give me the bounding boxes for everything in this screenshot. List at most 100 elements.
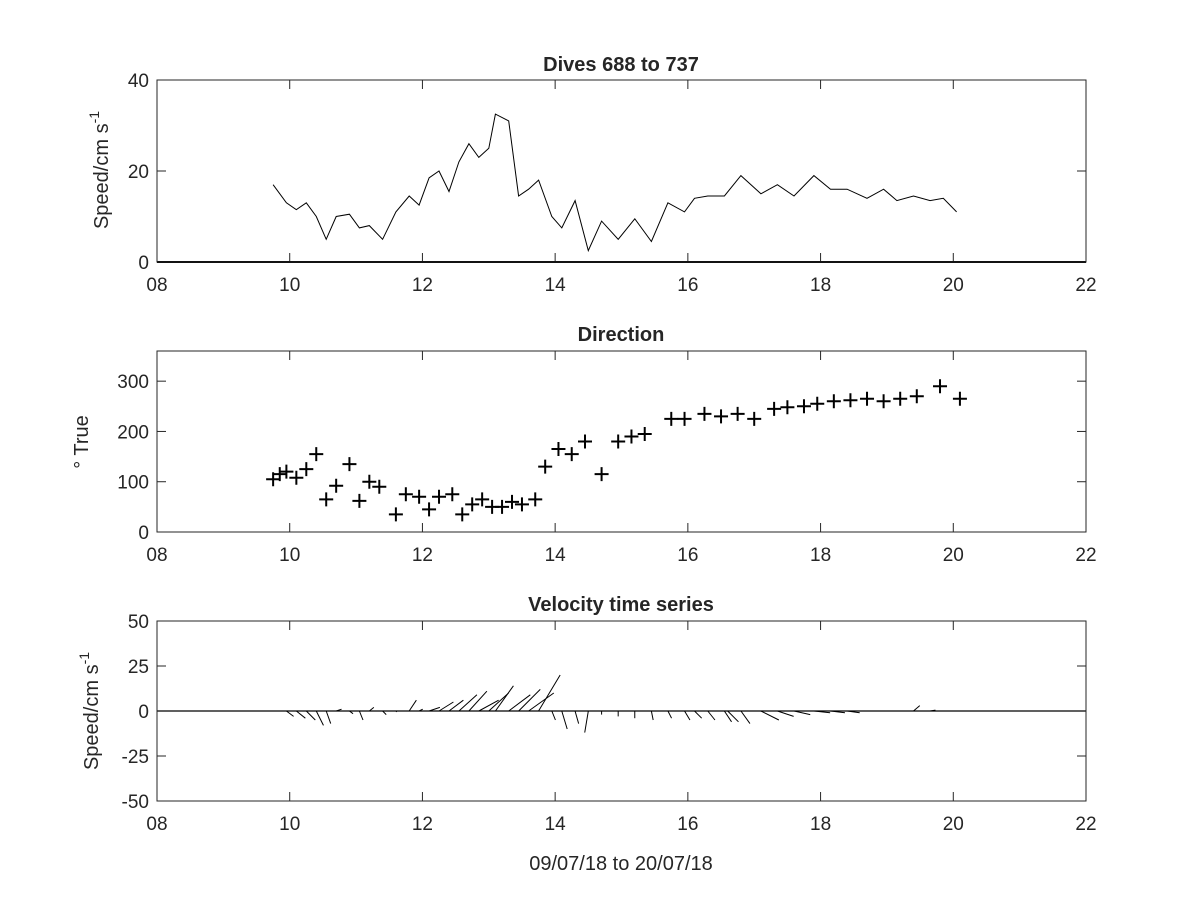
speed-panel-ytick-label: 20 — [128, 162, 149, 183]
direction-panel-xtick-label: 10 — [279, 545, 300, 566]
direction-panel-point — [578, 434, 593, 449]
direction-panel-point — [594, 467, 609, 482]
speed-panel-ticks: 08 10 12 14 16 18 20 22 0 20 40 — [128, 71, 1097, 296]
direction-panel-point — [664, 411, 679, 426]
velocity-panel-ytick-label: -50 — [122, 792, 149, 813]
velocity-panel-vector — [336, 708, 342, 712]
direction-panel-point — [362, 474, 377, 489]
velocity-panel-vector — [349, 710, 354, 715]
speed-panel-ylabel-main: Speed/cm s — [91, 123, 113, 229]
direction-panel-point — [319, 492, 334, 507]
velocity-panel-vector — [468, 690, 488, 712]
direction-panel-point — [780, 400, 795, 415]
velocity-panel-xtick-label: 10 — [279, 814, 300, 835]
velocity-panel-vector — [395, 710, 398, 713]
velocity-panel-vector — [574, 710, 580, 724]
direction-panel-point — [329, 478, 344, 493]
speed-panel-xtick-label: 08 — [146, 275, 167, 296]
speed-panel-ytick-label: 0 — [138, 253, 149, 274]
velocity-panel-vector — [777, 710, 794, 717]
velocity-panel-marks — [157, 674, 1086, 733]
direction-panel-point — [279, 464, 294, 479]
direction-panel-ytick-label: 300 — [117, 372, 149, 393]
velocity-panel-frame — [156, 620, 1087, 802]
velocity-panel-vector — [847, 710, 860, 714]
velocity-panel-vector — [286, 710, 294, 717]
speed-panel-frame — [156, 79, 1087, 263]
velocity-panel-vector — [408, 699, 417, 712]
velocity-panel-ylabel-sup: -1 — [76, 652, 92, 665]
speed-panel-ylabel-sup: -1 — [86, 111, 102, 124]
direction-panel-point — [876, 394, 891, 409]
velocity-panel-xtick-label: 08 — [146, 814, 167, 835]
direction-panel-point — [611, 434, 626, 449]
direction-panel-point — [388, 507, 403, 522]
velocity-panel-ytick-label: 25 — [128, 657, 149, 678]
direction-panel-point — [677, 411, 692, 426]
direction-panel-marks — [266, 379, 967, 522]
direction-panel-point — [412, 489, 427, 504]
direction-panel-ytick-label: 0 — [138, 523, 149, 544]
velocity-panel-vector — [358, 710, 364, 721]
velocity-panel-vector — [561, 710, 568, 730]
velocity-panel-xtick-label: 22 — [1075, 814, 1096, 835]
speed-panel: Dives 688 to 737 Speed/cm s-1 08 10 12 14 16… — [86, 54, 1097, 296]
velocity-panel-vector — [382, 710, 387, 715]
direction-panel-point — [810, 396, 825, 411]
speed-panel-ylabel: Speed/cm s-1 — [86, 111, 113, 229]
direction-panel: Direction ° True 08 10 12 14 16 18 20 22 0 100 200… — [71, 324, 1097, 566]
velocity-panel-xtick-label: 20 — [943, 814, 964, 835]
velocity-panel-xlabel: 09/07/18 to 20/07/18 — [529, 853, 713, 875]
velocity-panel-xtick-label: 16 — [677, 814, 698, 835]
velocity-panel-vector — [305, 710, 316, 721]
direction-panel-point — [289, 470, 304, 485]
direction-panel-ticks: 08 10 12 14 16 18 20 22 0 100 200 300 — [117, 351, 1097, 566]
velocity-panel-vector — [495, 685, 514, 712]
direction-panel-point — [342, 457, 357, 472]
velocity-panel-ylabel: Speed/cm s-1 — [76, 652, 103, 770]
direction-panel-xtick-label: 16 — [677, 545, 698, 566]
speed-panel-xtick-label: 22 — [1075, 275, 1096, 296]
velocity-panel-ytick-label: 0 — [138, 702, 149, 723]
velocity-panel-vector — [929, 709, 936, 712]
direction-panel-point — [299, 462, 314, 477]
velocity-panel: Velocity time series Speed/cm s-1 09/07/… — [76, 594, 1097, 875]
direction-panel-point — [637, 426, 652, 441]
direction-panel-point — [352, 493, 367, 508]
speed-panel-xtick-label: 18 — [810, 275, 831, 296]
direction-panel-point — [730, 406, 745, 421]
direction-panel-point — [372, 479, 387, 494]
speed-panel-xtick-label: 12 — [412, 275, 433, 296]
velocity-panel-vector — [813, 710, 831, 714]
direction-panel-point — [893, 391, 908, 406]
velocity-panel-vector — [538, 674, 561, 712]
velocity-panel-vector — [830, 710, 845, 714]
direction-panel-ylabel: ° True — [71, 415, 93, 469]
velocity-panel-vector — [913, 705, 921, 712]
velocity-panel-vector — [760, 710, 780, 721]
velocity-panel-vector — [528, 692, 555, 712]
direction-panel-xtick-label: 08 — [146, 545, 167, 566]
direction-panel-point — [826, 394, 841, 409]
velocity-panel-vector — [488, 692, 509, 712]
speed-panel-xtick-label: 16 — [677, 275, 698, 296]
direction-panel-point — [714, 409, 729, 424]
direction-panel-xtick-label: 12 — [412, 545, 433, 566]
direction-panel-point — [455, 507, 470, 522]
direction-panel-point — [272, 467, 287, 482]
velocity-panel-vector — [694, 710, 703, 719]
direction-panel-point — [747, 411, 762, 426]
direction-panel-title: Direction — [578, 324, 665, 346]
velocity-panel-vector — [448, 699, 464, 712]
velocity-panel-xtick-label: 14 — [545, 814, 567, 835]
direction-panel-point — [796, 399, 811, 414]
direction-panel-point — [697, 406, 712, 421]
velocity-panel-vector — [418, 708, 423, 712]
speed-panel-ytick-label: 40 — [128, 71, 149, 92]
velocity-panel-vector — [518, 689, 541, 712]
velocity-panel-ticks: 08 10 12 14 16 18 20 22 50 25 0 -25 -50 — [122, 612, 1097, 835]
direction-panel-point — [909, 389, 924, 404]
velocity-panel-xtick-label: 12 — [412, 814, 433, 835]
velocity-panel-vector — [296, 710, 306, 719]
speed-panel-series-line — [272, 113, 957, 253]
